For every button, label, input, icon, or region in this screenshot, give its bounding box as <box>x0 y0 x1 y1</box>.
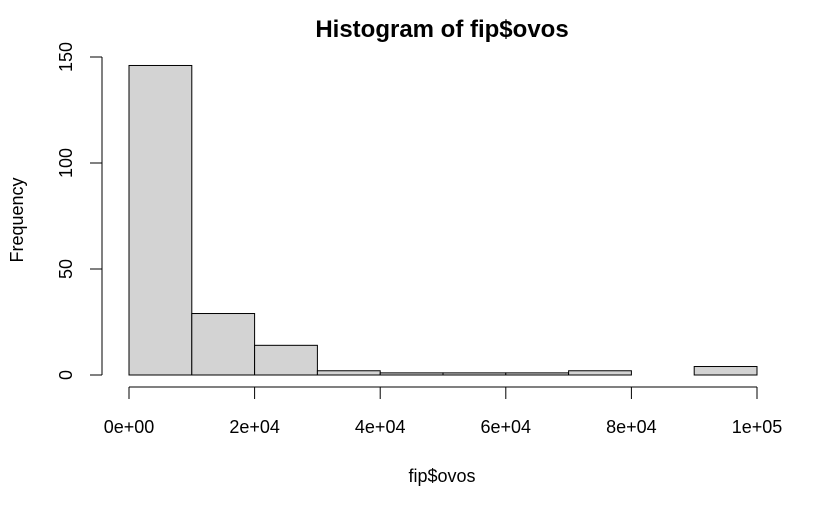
x-tick-label-2: 4e+04 <box>355 417 406 437</box>
bar-7 <box>568 370 632 376</box>
bar-6 <box>505 372 570 376</box>
x-tick-label-4: 8e+04 <box>606 417 657 437</box>
x-tick-label-1: 2e+04 <box>229 417 280 437</box>
y-tick-label-0: 0 <box>56 370 76 380</box>
bar-3 <box>316 370 381 376</box>
bar-5 <box>442 372 507 376</box>
bar-1 <box>191 313 256 376</box>
y-tick-label-3: 150 <box>56 42 76 72</box>
y-axis: 0 50 100 150 <box>56 42 103 380</box>
bar-0 <box>128 64 193 376</box>
chart-title: Histogram of fip$ovos <box>315 16 568 43</box>
x-tick-label-3: 6e+04 <box>481 417 532 437</box>
x-tick-label-5: 1e+05 <box>732 417 783 437</box>
bar-2 <box>254 344 318 376</box>
bar-4 <box>379 372 444 376</box>
x-axis-label: fip$ovos <box>408 466 475 486</box>
y-tick-label-1: 50 <box>56 259 76 279</box>
bars-group <box>128 64 758 376</box>
bar-9 <box>693 366 758 376</box>
y-axis-label: Frequency <box>7 177 27 262</box>
y-tick-label-2: 100 <box>56 148 76 178</box>
x-tick-label-0: 0e+00 <box>104 417 155 437</box>
x-axis: 0e+00 2e+04 4e+04 6e+04 8e+04 1e+05 <box>104 386 783 437</box>
